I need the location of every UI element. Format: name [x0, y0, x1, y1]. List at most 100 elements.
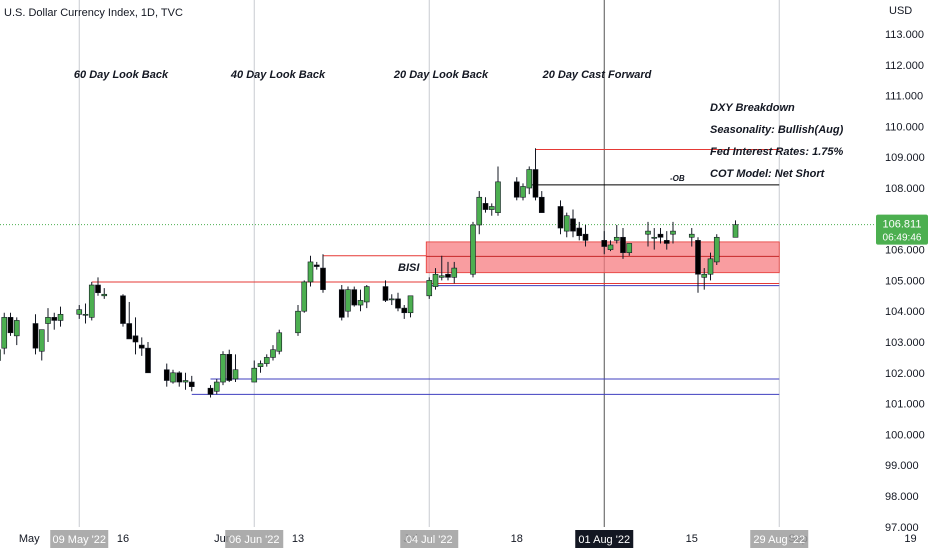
- price-tick: 108.000: [885, 183, 925, 195]
- candle-body: [32, 323, 39, 349]
- time-highlight-label: 09 May '22: [53, 534, 106, 546]
- annotation-20-day: 20 Day Look Back: [393, 69, 489, 81]
- time-highlight-bg: [50, 530, 109, 548]
- candle-body: [51, 317, 58, 321]
- last-price-label: 106.811 06:49:46: [876, 214, 928, 245]
- candle-body: [88, 284, 95, 318]
- bisi-label: BISI: [398, 262, 420, 274]
- price-tick: 111.000: [885, 91, 923, 103]
- candle-body: [582, 233, 589, 241]
- time-highlight-bg: [400, 530, 459, 548]
- price-tick: 113.000: [885, 29, 924, 41]
- candle-body: [132, 335, 139, 343]
- price-label-value: 106.811: [883, 219, 922, 231]
- candle-body: [120, 295, 126, 324]
- price-tick: 103.000: [885, 337, 925, 349]
- time-highlight-bg: [750, 530, 809, 548]
- candle-body: [188, 381, 195, 387]
- candle-body: [520, 186, 526, 198]
- candle-body: [732, 224, 739, 238]
- time-tick: 16: [117, 533, 129, 545]
- candle-body: [663, 240, 670, 244]
- price-tick: 112.000: [885, 60, 924, 72]
- candle-body: [7, 317, 14, 334]
- price-tick: 109.000: [885, 152, 925, 164]
- annotation-cast-forward: 20 Day Cast Forward: [542, 69, 652, 81]
- price-tick: 102.000: [885, 368, 925, 380]
- time-highlight-label: 06 Jun '22: [229, 534, 279, 546]
- candle-body: [432, 273, 439, 287]
- time-tick: 15: [686, 533, 698, 545]
- price-label-bg: [876, 214, 928, 245]
- candle-body: [251, 367, 258, 383]
- ob-label: -OB: [670, 174, 685, 183]
- candle-body: [645, 230, 651, 235]
- annotation-40-day: 40 Day Look Back: [230, 69, 326, 81]
- price-tick: 100.000: [885, 429, 925, 441]
- candle-body: [613, 236, 620, 241]
- candle-body: [38, 329, 45, 352]
- candle-body: [657, 233, 664, 238]
- candle-body: [395, 298, 401, 309]
- candle-body: [651, 236, 658, 239]
- price-tick: 97.000: [885, 522, 919, 534]
- candles: [0, 148, 739, 398]
- candle-body: [601, 240, 608, 247]
- time-tick: 19: [904, 533, 916, 545]
- candle-body: [257, 363, 264, 367]
- candle-body: [138, 344, 145, 349]
- candle-body: [57, 313, 64, 321]
- candle-body: [13, 320, 20, 337]
- candle-body: [213, 381, 220, 392]
- price-tick: 110.000: [885, 121, 924, 133]
- candle-body: [401, 307, 408, 314]
- candle-body: [576, 227, 583, 237]
- bisi-zone: [425, 241, 780, 274]
- time-tick: 13: [292, 533, 304, 545]
- candle-body: [295, 310, 301, 334]
- price-tick: 99.000: [885, 460, 919, 472]
- candle-body: [363, 286, 370, 303]
- candle-body: [526, 169, 533, 189]
- candle-body: [82, 313, 89, 316]
- candle-body: [313, 264, 320, 267]
- candle-body: [688, 233, 695, 238]
- candle-body: [207, 387, 214, 395]
- candle-body: [320, 267, 326, 290]
- candle-body: [388, 298, 395, 301]
- candle-body: [1, 317, 8, 349]
- level-drawings: [91, 149, 780, 395]
- candle-body: [438, 275, 445, 278]
- candle-body: [170, 372, 176, 383]
- candle-body: [357, 300, 364, 306]
- candle-body: [482, 203, 489, 210]
- candle-body: [263, 357, 270, 364]
- price-axis[interactable]: USD 113.000 112.000 111.000 110.000 109.000 1…: [885, 5, 925, 534]
- price-tick: 105.000: [885, 275, 925, 287]
- cot-model-text: COT Model: Net Short: [710, 168, 826, 180]
- candle-body: [495, 181, 501, 213]
- candle-body: [45, 317, 51, 324]
- candle-body: [407, 295, 414, 314]
- time-highlight-label: 01 Aug '22: [578, 534, 630, 546]
- candle-body: [126, 323, 133, 340]
- candle-body: [301, 281, 308, 312]
- candle-body: [713, 236, 720, 263]
- candle-body: [557, 206, 564, 229]
- candle-body: [476, 196, 483, 226]
- candle-body: [513, 181, 520, 198]
- price-axis-unit: USD: [889, 5, 912, 17]
- candle-body: [701, 273, 708, 278]
- time-highlight-label: 04 Jul '22: [406, 534, 453, 546]
- candle-body: [382, 286, 389, 301]
- candle-body: [451, 267, 458, 278]
- time-highlight-label: 29 Aug '22: [753, 534, 805, 546]
- candle-body: [232, 369, 239, 380]
- candle-body: [76, 309, 83, 315]
- candle-body: [488, 206, 495, 210]
- candle-body: [445, 273, 451, 278]
- candle-body: [338, 289, 345, 318]
- candle-body: [220, 354, 226, 383]
